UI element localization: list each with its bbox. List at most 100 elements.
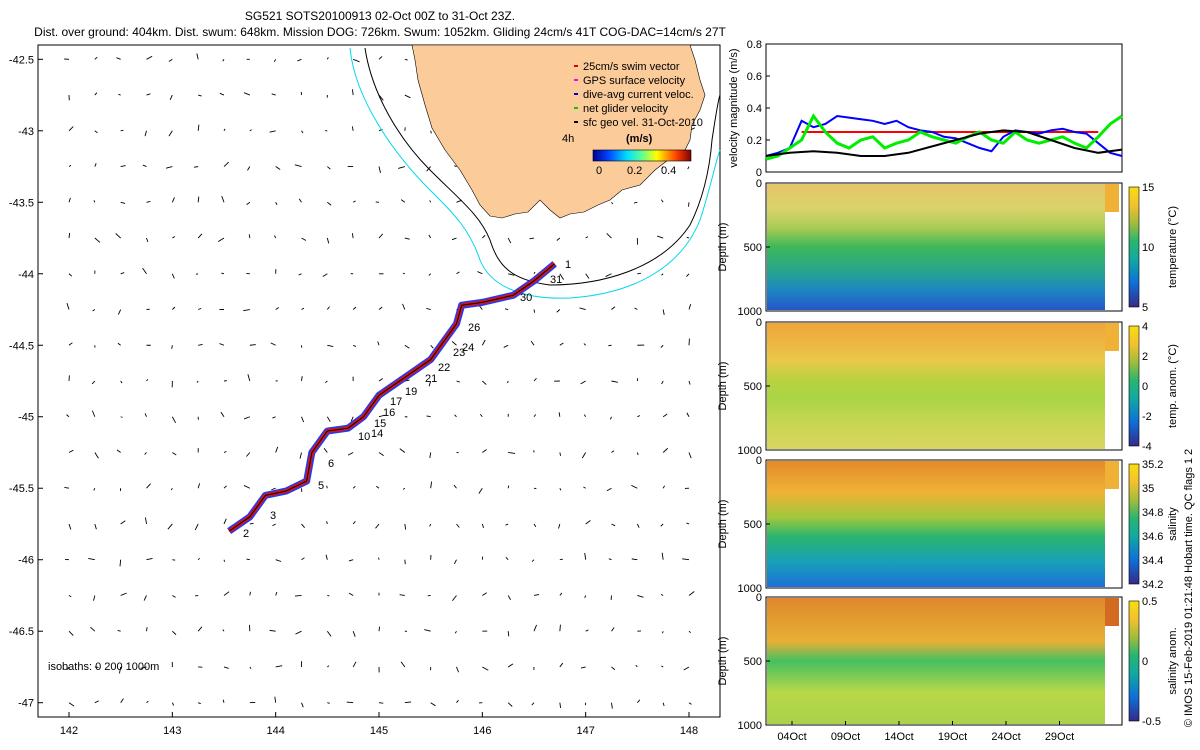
current-arrow xyxy=(301,130,304,134)
current-arrow xyxy=(120,272,125,275)
map-xtick-label: 146 xyxy=(473,725,491,737)
current-arrow xyxy=(146,627,148,632)
colorbar-tick-label: 35.2 xyxy=(1142,459,1163,471)
current-arrow xyxy=(378,166,381,174)
section-panels: 0 500 1000 Depth (m) 15 10 5 temperature (°C) 0 5… xyxy=(717,178,1179,743)
current-arrow xyxy=(327,665,330,668)
current-arrow xyxy=(294,595,302,597)
current-arrow xyxy=(529,237,535,240)
current-arrow xyxy=(559,558,563,561)
current-arrow xyxy=(223,518,227,525)
velocity-ylabel: velocity magnitude (m/s) xyxy=(728,48,740,167)
track-line xyxy=(228,263,555,532)
current-arrow xyxy=(322,273,328,277)
current-arrow xyxy=(508,273,515,276)
current-arrow xyxy=(246,558,250,561)
section-ytick-label: 1000 xyxy=(738,445,762,457)
current-arrow xyxy=(348,559,354,562)
section-ylabel: Depth (m) xyxy=(717,500,729,549)
isobath-200m xyxy=(364,47,721,286)
velocity-ytick-label: 0.4 xyxy=(747,103,762,115)
current-arrow xyxy=(275,446,279,453)
current-arrow xyxy=(223,559,225,562)
current-arrow xyxy=(583,486,586,489)
current-arrow xyxy=(657,235,664,239)
current-arrow xyxy=(68,630,74,636)
current-arrow xyxy=(584,595,587,599)
current-arrow xyxy=(585,520,591,525)
current-arrow xyxy=(559,624,561,632)
current-arrow xyxy=(559,702,562,709)
current-arrow xyxy=(404,344,410,349)
current-arrow xyxy=(144,413,147,417)
current-arrow xyxy=(248,234,251,239)
velocity-panel: 0 0.2 0.4 0.6 0.8 velocity magnitude (m/s) xyxy=(728,39,1123,179)
current-arrow xyxy=(611,202,614,205)
velocity-series-line xyxy=(765,113,1123,161)
day-label: 1 xyxy=(565,259,571,271)
current-arrow xyxy=(481,339,486,346)
current-arrow xyxy=(633,201,638,204)
section-field xyxy=(767,323,1105,449)
current-arrow xyxy=(66,302,70,310)
current-arrow xyxy=(453,559,457,565)
current-arrow xyxy=(559,488,562,491)
velocity-ytick-label: 0.2 xyxy=(747,135,762,147)
current-arrow xyxy=(662,309,665,315)
current-arrow xyxy=(119,559,122,567)
current-arrow xyxy=(451,237,457,241)
colorbar-tick-label: 35 xyxy=(1142,483,1154,495)
current-arrow xyxy=(429,452,432,459)
velocity-series-line xyxy=(765,129,1123,157)
current-arrow xyxy=(196,380,199,383)
day-label: 19 xyxy=(405,386,417,398)
current-arrow xyxy=(68,449,74,453)
current-arrow xyxy=(120,201,126,204)
current-arrow xyxy=(428,234,432,239)
current-arrow xyxy=(636,452,639,456)
current-arrow xyxy=(146,237,149,243)
current-arrow xyxy=(688,702,692,705)
current-arrow xyxy=(347,452,354,456)
current-arrow xyxy=(352,344,357,347)
current-arrow xyxy=(93,595,96,601)
current-arrow xyxy=(249,344,256,346)
map-xtick-label: 142 xyxy=(60,725,78,737)
current-arrow xyxy=(683,666,690,671)
day-label: 31 xyxy=(550,274,562,286)
current-arrow xyxy=(688,380,691,385)
section-panel: 0 500 1000 Depth (m) 0.5 0 -0.5 salinity anom. 0… xyxy=(717,592,1179,743)
current-arrow xyxy=(507,237,512,244)
current-arrow xyxy=(580,380,586,385)
date-tick-label: 09Oct xyxy=(831,731,860,743)
current-arrow xyxy=(68,342,73,346)
current-arrow xyxy=(348,592,354,596)
current-arrow xyxy=(352,521,356,525)
map-xtick-label: 143 xyxy=(163,725,181,737)
current-arrow xyxy=(635,664,638,668)
current-arrow xyxy=(346,701,354,704)
colorbar-tick-label: 34.4 xyxy=(1142,555,1163,567)
day-label: 23 xyxy=(453,347,465,359)
current-arrow xyxy=(142,267,147,275)
current-arrow xyxy=(378,452,384,456)
current-arrow xyxy=(482,449,487,453)
current-arrow xyxy=(688,303,692,310)
current-arrow xyxy=(631,558,638,561)
section-ytick-label: 500 xyxy=(744,656,762,668)
section-ytick-label: 0 xyxy=(756,178,762,190)
current-arrow xyxy=(531,559,535,562)
current-arrow xyxy=(402,303,406,310)
current-arrow xyxy=(94,56,98,60)
current-arrow xyxy=(120,592,127,596)
tasmania-land xyxy=(411,44,706,219)
current-arrow xyxy=(426,415,431,418)
current-arrow xyxy=(404,58,408,61)
current-arrow xyxy=(375,523,380,529)
current-arrow xyxy=(117,309,122,315)
isobaths-note: isobaths: 0 200 1000m xyxy=(48,661,159,673)
current-arrow xyxy=(94,130,98,134)
section-field-end xyxy=(1105,461,1119,489)
colorbar-label: salinity anom. xyxy=(1167,627,1179,694)
